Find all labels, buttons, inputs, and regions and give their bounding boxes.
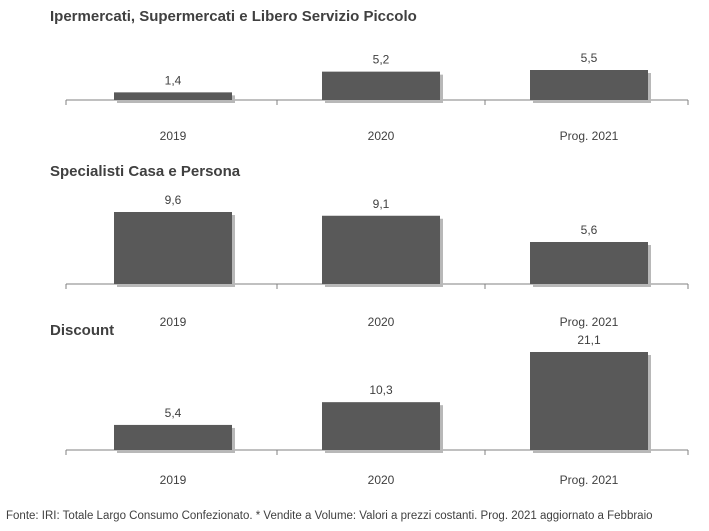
data-label: 5,5 bbox=[581, 51, 598, 65]
x-tick-label: 2020 bbox=[368, 315, 395, 329]
x-tick-label: Prog. 2021 bbox=[560, 473, 619, 487]
bar bbox=[114, 424, 232, 450]
data-label: 1,4 bbox=[165, 73, 182, 87]
data-label: 5,2 bbox=[373, 53, 390, 67]
bar bbox=[114, 212, 232, 284]
data-label: 9,6 bbox=[165, 193, 182, 207]
data-label: 5,4 bbox=[165, 406, 182, 420]
x-tick-label: Prog. 2021 bbox=[560, 315, 619, 329]
chart-title-1: Ipermercati, Supermercati e Libero Servi… bbox=[50, 8, 417, 25]
chart-title-2: Specialisti Casa e Persona bbox=[50, 163, 241, 180]
data-label: 5,6 bbox=[581, 223, 598, 237]
data-label: 10,3 bbox=[369, 383, 393, 397]
bar bbox=[530, 242, 648, 284]
x-tick-label: 2020 bbox=[368, 129, 395, 143]
bar bbox=[322, 402, 440, 450]
bar bbox=[322, 215, 440, 284]
bar bbox=[114, 92, 232, 100]
chart-title-3: Discount bbox=[50, 322, 115, 339]
x-tick-label: 2019 bbox=[160, 129, 187, 143]
bar bbox=[322, 71, 440, 100]
data-label: 21,1 bbox=[577, 333, 601, 347]
source-footnote: Fonte: IRI: Totale Largo Consumo Confezi… bbox=[6, 510, 653, 522]
x-tick-label: 2020 bbox=[368, 473, 395, 487]
data-label: 9,1 bbox=[373, 197, 390, 211]
bar bbox=[530, 352, 648, 450]
bar bbox=[530, 70, 648, 100]
x-tick-label: 2019 bbox=[160, 473, 187, 487]
x-tick-label: 2019 bbox=[160, 315, 187, 329]
x-tick-label: Prog. 2021 bbox=[560, 129, 619, 143]
